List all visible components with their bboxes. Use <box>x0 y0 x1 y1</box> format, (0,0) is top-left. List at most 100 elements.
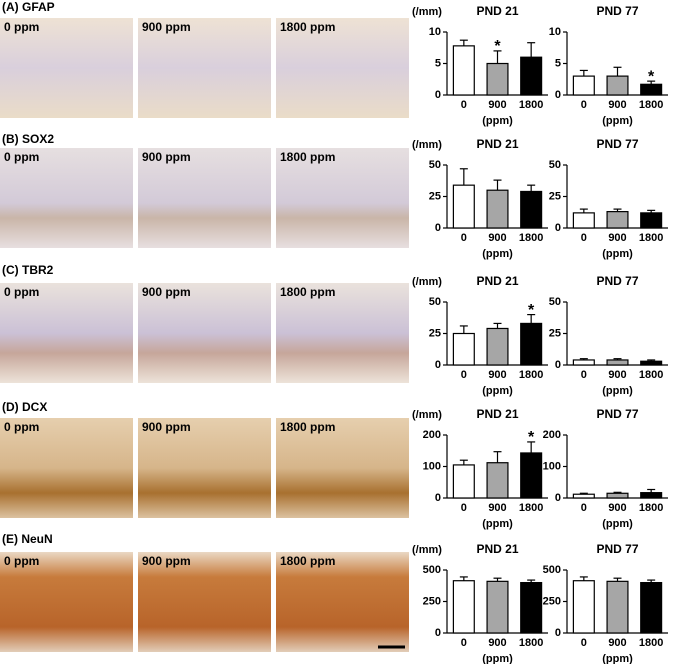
x-tick-label: 1800 <box>639 637 663 649</box>
image-label: 1800 ppm <box>280 150 335 164</box>
y-tick-label: 50 <box>429 296 441 308</box>
bar <box>572 359 595 366</box>
image-label: 900 ppm <box>142 420 191 434</box>
y-tick-label: 10 <box>429 26 441 38</box>
y-tick-label: 5 <box>555 57 561 69</box>
bar <box>452 464 475 499</box>
chart-title: PND 21 <box>476 274 518 288</box>
y-tick-label: 0 <box>555 492 561 504</box>
bar <box>606 359 629 366</box>
bar <box>486 189 509 229</box>
x-tick-label: 0 <box>581 99 587 111</box>
x-tick-label: 900 <box>488 99 506 111</box>
y-axis-label: (/mm) <box>412 139 442 151</box>
significance-mark: * <box>494 38 501 55</box>
panel-label: (E) NeuN <box>2 532 53 546</box>
bar <box>486 462 509 499</box>
micrograph <box>0 18 133 118</box>
panel-label: (C) TBR2 <box>2 263 54 277</box>
bar <box>572 212 595 229</box>
y-tick-label: 0 <box>435 627 441 639</box>
y-tick-label: 0 <box>435 222 441 234</box>
x-tick-label: 1800 <box>519 637 543 649</box>
y-tick-label: 50 <box>429 159 441 171</box>
x-tick-label: 0 <box>461 502 467 514</box>
bar <box>640 581 663 634</box>
y-tick-label: 0 <box>435 492 441 504</box>
x-tick-label: 0 <box>581 232 587 244</box>
bar <box>572 580 595 634</box>
x-tick-label: 900 <box>488 369 506 381</box>
image-label: 0 ppm <box>4 20 39 34</box>
y-tick-label: 200 <box>423 429 441 441</box>
y-axis-label: (/mm) <box>412 276 442 288</box>
chart-title: PND 77 <box>596 137 638 151</box>
y-tick-label: 100 <box>543 460 561 472</box>
significance-mark: * <box>528 302 535 319</box>
image-label: 900 ppm <box>142 150 191 164</box>
bar <box>486 62 509 96</box>
y-tick-label: 500 <box>543 564 561 576</box>
y-tick-label: 250 <box>423 595 441 607</box>
x-tick-label: 900 <box>488 232 506 244</box>
image-label: 0 ppm <box>4 554 39 568</box>
y-tick-label: 0 <box>435 89 441 101</box>
x-axis-label: (ppm) <box>602 248 633 260</box>
chart-title: PND 77 <box>596 542 638 556</box>
x-axis-label: (ppm) <box>482 248 513 260</box>
x-tick-label: 1800 <box>639 232 663 244</box>
x-tick-label: 0 <box>581 637 587 649</box>
x-tick-label: 1800 <box>639 502 663 514</box>
x-tick-label: 900 <box>608 369 626 381</box>
x-axis-label: (ppm) <box>602 653 633 664</box>
x-axis-label: (ppm) <box>482 653 513 664</box>
micrograph <box>138 552 271 652</box>
y-tick-label: 100 <box>423 460 441 472</box>
bar <box>606 211 629 229</box>
x-tick-label: 900 <box>608 232 626 244</box>
image-label: 1800 ppm <box>280 20 335 34</box>
y-tick-label: 0 <box>555 222 561 234</box>
bar <box>640 492 663 499</box>
y-tick-label: 0 <box>435 359 441 371</box>
x-axis-label: (ppm) <box>602 115 633 127</box>
x-axis-label: (ppm) <box>482 115 513 127</box>
chart-title: PND 21 <box>476 137 518 151</box>
x-axis-label: (ppm) <box>482 518 513 530</box>
micrograph <box>276 148 409 248</box>
micrograph <box>0 148 133 248</box>
image-label: 900 ppm <box>142 285 191 299</box>
y-axis-label: (/mm) <box>412 409 442 421</box>
image-label: 900 ppm <box>142 20 191 34</box>
bar <box>606 492 629 499</box>
y-tick-label: 0 <box>555 89 561 101</box>
x-tick-label: 900 <box>488 502 506 514</box>
bar <box>520 56 543 96</box>
bar <box>520 322 543 366</box>
bar <box>572 75 595 96</box>
y-tick-label: 50 <box>549 159 561 171</box>
y-tick-label: 200 <box>543 429 561 441</box>
significance-mark: * <box>648 68 655 85</box>
bar <box>520 452 543 499</box>
micrograph <box>0 552 133 652</box>
y-tick-label: 25 <box>429 190 441 202</box>
bar <box>520 581 543 634</box>
x-tick-label: 900 <box>488 637 506 649</box>
chart-title: PND 21 <box>476 4 518 18</box>
chart-title: PND 77 <box>596 407 638 421</box>
chart-title: PND 77 <box>596 4 638 18</box>
bar <box>452 332 475 366</box>
micrograph <box>138 18 271 118</box>
y-tick-label: 10 <box>549 26 561 38</box>
y-tick-label: 250 <box>543 595 561 607</box>
y-tick-label: 25 <box>429 327 441 339</box>
y-tick-label: 50 <box>549 296 561 308</box>
bar <box>520 190 543 229</box>
micrograph <box>138 418 271 518</box>
x-tick-label: 900 <box>608 99 626 111</box>
significance-mark: * <box>528 429 535 446</box>
x-axis-label: (ppm) <box>602 518 633 530</box>
bar <box>486 327 509 366</box>
